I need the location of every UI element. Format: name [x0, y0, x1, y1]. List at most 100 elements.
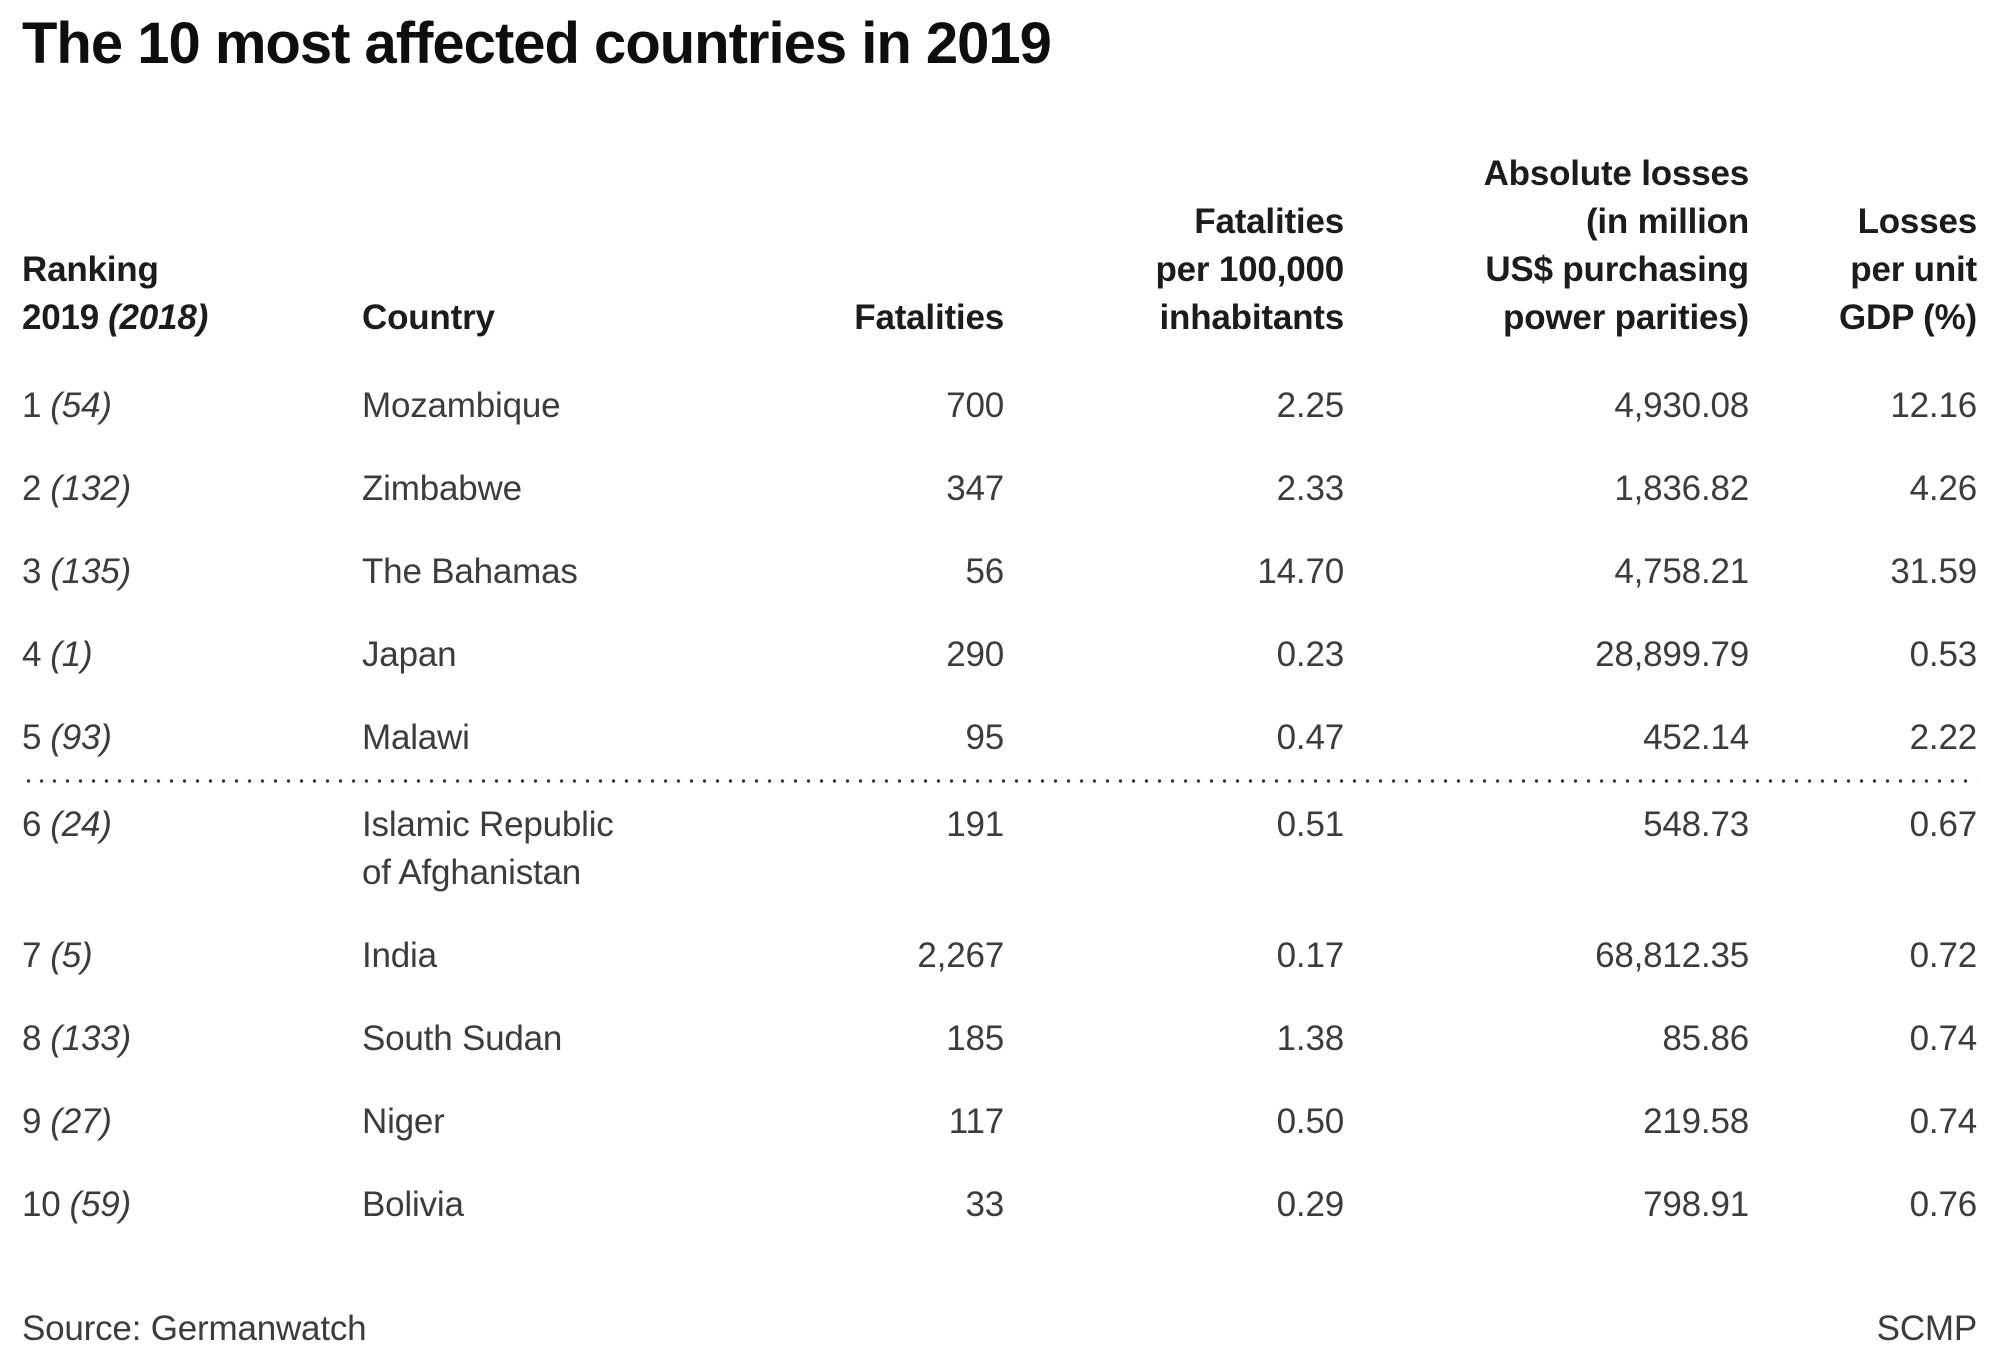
- absolute-losses-cell: 219.58: [1643, 1101, 1749, 1141]
- losses-per-gdp-cell: 0.53: [1909, 634, 1978, 674]
- divider-row: [22, 779, 1977, 783]
- footer: Source: Germanwatch SCMP: [22, 1308, 1977, 1350]
- rank-cell: 2 (132): [22, 468, 131, 508]
- country-name: The Bahamas: [362, 551, 578, 591]
- ranking-prev-year-label: (2018): [108, 298, 209, 337]
- country-cell: Bolivia: [362, 1163, 662, 1246]
- rank-cell: 3 (135): [22, 551, 131, 591]
- table-row: 3 (135) The Bahamas 56 14.70 4,758.21 31.59: [22, 530, 1977, 613]
- fatalities-cell: 185: [946, 1018, 1004, 1058]
- table-row: 8 (133) South Sudan 185 1.38 85.86 0.74: [22, 997, 1977, 1080]
- country-cell: Malawi: [362, 696, 662, 779]
- country-name: Zimbabwe: [362, 468, 522, 508]
- previous-rank: (1): [50, 634, 93, 674]
- ranking-header-line2: 2019 (2018): [22, 298, 209, 337]
- table-row: 7 (5) India 2,267 0.17 68,812.35 0.72: [22, 914, 1977, 997]
- losses-per-gdp-cell: 12.16: [1890, 385, 1977, 425]
- losses-per-gdp-cell: 0.76: [1909, 1184, 1978, 1224]
- country-cell: South Sudan: [362, 997, 662, 1080]
- fatalities-per-100k-cell: 1.38: [1276, 1018, 1345, 1058]
- table-row: 5 (93) Malawi 95 0.47 452.14 2.22: [22, 696, 1977, 779]
- rank-cell: 7 (5): [22, 935, 93, 975]
- table-row: 1 (54) Mozambique 700 2.25 4,930.08 12.16: [22, 364, 1977, 447]
- previous-rank: (54): [50, 385, 112, 425]
- country-name: Mozambique: [362, 385, 561, 425]
- country-cell: Japan: [362, 613, 662, 696]
- col-header-losses-per-gdp: Losses per unit GDP (%): [1839, 202, 1977, 337]
- fatalities-per-100k-cell: 0.47: [1276, 717, 1345, 757]
- country-cell: Islamic Republic of Afghanistan: [362, 783, 662, 914]
- fatalities-cell: 33: [965, 1184, 1004, 1224]
- col-header-fatalities-per-100k: Fatalities per 100,000 inhabitants: [1155, 202, 1344, 337]
- fatalities-cell: 191: [946, 804, 1004, 844]
- country-name: Bolivia: [362, 1184, 464, 1224]
- affected-countries-table: Ranking 2019 (2018) Country Fatalities Fa…: [22, 150, 1977, 1246]
- fatalities-per-100k-cell: 0.17: [1276, 935, 1345, 975]
- absolute-losses-cell: 85.86: [1662, 1018, 1749, 1058]
- previous-rank: (59): [69, 1184, 132, 1224]
- table-row: 6 (24) Islamic Republic of Afghanistan 191 0…: [22, 783, 1977, 914]
- previous-rank: (27): [50, 1101, 112, 1141]
- country-cell: India: [362, 914, 662, 997]
- absolute-losses-cell: 4,930.08: [1614, 385, 1749, 425]
- losses-per-gdp-cell: 0.74: [1909, 1101, 1978, 1141]
- country-name: Japan: [362, 634, 457, 674]
- losses-per-gdp-cell: 4.26: [1909, 468, 1978, 508]
- absolute-losses-cell: 4,758.21: [1614, 551, 1749, 591]
- country-cell: Zimbabwe: [362, 447, 662, 530]
- credit-label: SCMP: [1876, 1309, 1978, 1348]
- table-row: 10 (59) Bolivia 33 0.29 798.91 0.76: [22, 1163, 1977, 1246]
- fatalities-per-100k-cell: 0.29: [1276, 1184, 1345, 1224]
- previous-rank: (93): [50, 717, 112, 757]
- rank-cell: 9 (27): [22, 1101, 112, 1141]
- fatalities-per-100k-cell: 0.23: [1276, 634, 1345, 674]
- losses-per-gdp-cell: 31.59: [1890, 551, 1977, 591]
- fatalities-per-100k-cell: 14.70: [1257, 551, 1344, 591]
- fatalities-cell: 347: [946, 468, 1004, 508]
- country-name: Niger: [362, 1101, 445, 1141]
- source-label: Source: Germanwatch: [22, 1309, 367, 1348]
- previous-rank: (135): [50, 551, 131, 591]
- absolute-losses-cell: 452.14: [1643, 717, 1749, 757]
- previous-rank: (24): [50, 804, 112, 844]
- losses-per-gdp-cell: 0.67: [1909, 804, 1978, 844]
- col-header-country: Country: [362, 298, 495, 337]
- fatalities-per-100k-cell: 0.51: [1276, 804, 1345, 844]
- country-name: Islamic Republic of Afghanistan: [362, 804, 614, 892]
- fatalities-cell: 95: [965, 717, 1004, 757]
- rank-cell: 1 (54): [22, 385, 112, 425]
- country-cell: Niger: [362, 1080, 662, 1163]
- losses-per-gdp-cell: 0.74: [1909, 1018, 1978, 1058]
- rank-cell: 8 (133): [22, 1018, 131, 1058]
- absolute-losses-cell: 68,812.35: [1595, 935, 1749, 975]
- fatalities-cell: 56: [965, 551, 1004, 591]
- country-cell: Mozambique: [362, 364, 662, 447]
- col-header-absolute-losses: Absolute losses (in million US$ purchasi…: [1483, 154, 1750, 337]
- previous-rank: (132): [50, 468, 131, 508]
- fatalities-per-100k-cell: 2.33: [1276, 468, 1345, 508]
- dotted-divider: [22, 779, 1977, 783]
- rank-cell: 6 (24): [22, 804, 112, 844]
- fatalities-cell: 117: [948, 1101, 1004, 1141]
- absolute-losses-cell: 548.73: [1643, 804, 1749, 844]
- losses-per-gdp-cell: 0.72: [1909, 935, 1978, 975]
- ranking-header-line1: Ranking: [22, 250, 159, 289]
- fatalities-per-100k-cell: 2.25: [1276, 385, 1345, 425]
- absolute-losses-cell: 798.91: [1643, 1184, 1749, 1224]
- country-name: Malawi: [362, 717, 470, 757]
- fatalities-per-100k-cell: 0.50: [1276, 1101, 1345, 1141]
- absolute-losses-cell: 28,899.79: [1595, 634, 1749, 674]
- absolute-losses-cell: 1,836.82: [1614, 468, 1749, 508]
- rank-cell: 5 (93): [22, 717, 112, 757]
- col-header-fatalities: Fatalities: [854, 298, 1004, 337]
- fatalities-cell: 2,267: [917, 935, 1004, 975]
- rank-cell: 4 (1): [22, 634, 93, 674]
- country-name: South Sudan: [362, 1018, 563, 1058]
- rank-cell: 10 (59): [22, 1184, 132, 1224]
- country-cell: The Bahamas: [362, 530, 662, 613]
- table-row: 4 (1) Japan 290 0.23 28,899.79 0.53: [22, 613, 1977, 696]
- col-header-ranking: Ranking 2019 (2018): [22, 150, 362, 364]
- losses-per-gdp-cell: 2.22: [1909, 717, 1978, 757]
- previous-rank: (133): [50, 1018, 131, 1058]
